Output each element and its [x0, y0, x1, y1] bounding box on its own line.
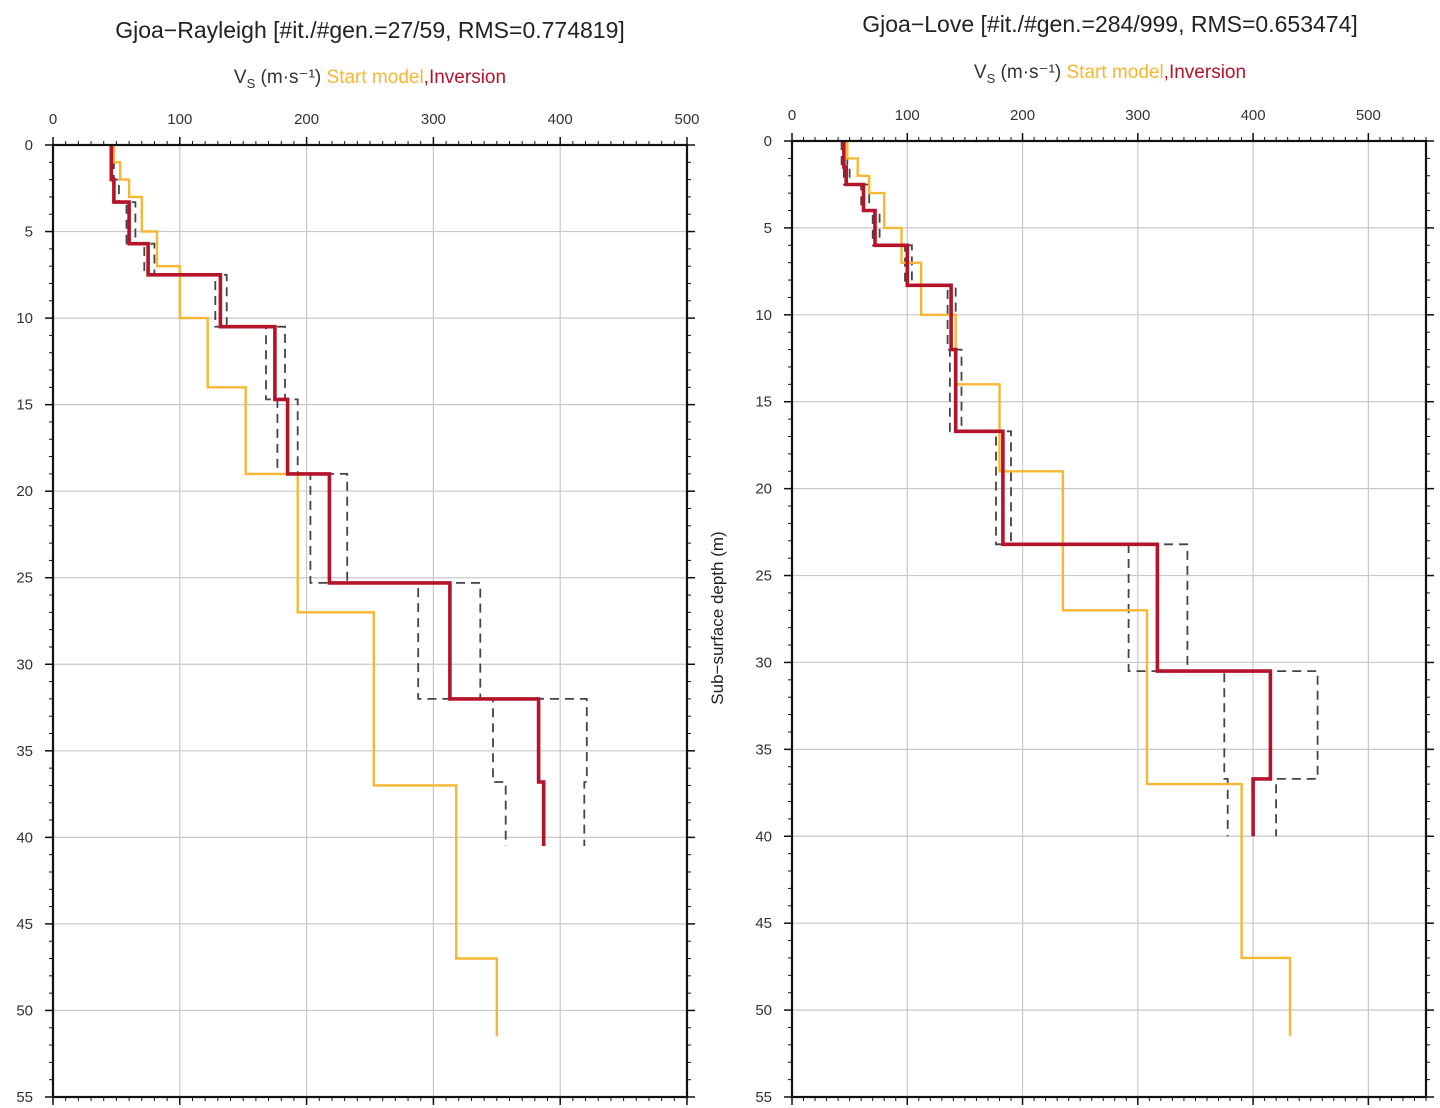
y-tick-label: 35	[755, 741, 772, 758]
x-tick-label: 400	[1241, 107, 1266, 124]
rayleigh-panel: Gjoa−Rayleigh [#it./#gen.=27/59, RMS=0.7…	[16, 17, 699, 1106]
chart-title: Gjoa−Love [#it./#gen.=284/999, RMS=0.653…	[862, 11, 1358, 37]
x-tick-label: 100	[167, 111, 192, 128]
y-tick-label: 10	[16, 310, 33, 327]
y-tick-label: 15	[16, 397, 33, 414]
y-tick-label: 40	[755, 828, 772, 845]
series-layer	[840, 141, 1319, 1037]
legend-start-model: Start model	[1067, 62, 1164, 83]
plot-frame	[51, 143, 689, 1099]
grid	[792, 141, 1426, 1097]
legend-start-model: Start model	[327, 67, 424, 88]
x-tick-label: 0	[49, 111, 57, 128]
x-tick-label: 300	[1125, 107, 1150, 124]
x-tick-label: 500	[674, 111, 699, 128]
x-tick-label: 100	[895, 107, 920, 124]
y-tick-label: 40	[16, 829, 33, 846]
y-tick-label: 0	[764, 133, 772, 150]
x-tick-label: 0	[788, 107, 796, 124]
y-tick-label: 50	[755, 1002, 772, 1019]
love-panel: Gjoa−Love [#it./#gen.=284/999, RMS=0.653…	[708, 11, 1434, 1106]
y-axis-label: Sub−surface depth (m)	[708, 531, 727, 704]
x-axis-label: VS (m·s⁻¹) Start model,Inversion	[234, 67, 506, 91]
series-inversion	[842, 141, 1273, 837]
series-start-model	[112, 145, 498, 1037]
y-tick-label: 45	[16, 916, 33, 933]
x-axis-label: VS (m·s⁻¹) Start model,Inversion	[974, 62, 1246, 86]
y-tick-label: 10	[755, 307, 772, 324]
legend-inversion: Inversion	[429, 67, 506, 88]
y-tick-label: 5	[764, 220, 772, 237]
chart-title: Gjoa−Rayleigh [#it./#gen.=27/59, RMS=0.7…	[115, 17, 625, 43]
y-tick-label: 30	[16, 656, 33, 673]
y-tick-label: 45	[755, 915, 772, 932]
series-layer	[109, 145, 588, 1037]
y-tick-label: 20	[16, 483, 33, 500]
y-tick-label: 50	[16, 1002, 33, 1019]
y-tick-label: 55	[755, 1089, 772, 1106]
legend-inversion: Inversion	[1169, 62, 1246, 83]
series-start-model	[846, 141, 1292, 1037]
ticks: 0 100 200 300 400 500 0 5 10 15 20 25 30 35 40 45 50 55	[755, 107, 1434, 1106]
x-tick-label: 300	[421, 111, 446, 128]
plot-frame	[790, 139, 1428, 1099]
y-tick-label: 15	[755, 394, 772, 411]
legend-separator: ,	[1164, 62, 1169, 83]
y-tick-label: 35	[16, 743, 33, 760]
y-tick-label: 25	[16, 570, 33, 587]
y-tick-label: 5	[25, 224, 33, 241]
ticks: 0 100 200 300 400 500 0 5 10 15 20 25 30 35 40 45 50 55	[16, 111, 699, 1106]
y-tick-label: 20	[755, 481, 772, 498]
x-tick-label: 400	[548, 111, 573, 128]
series-inversion	[109, 145, 546, 846]
y-tick-label: 25	[755, 568, 772, 585]
grid	[53, 145, 687, 1097]
x-tick-label: 200	[1010, 107, 1035, 124]
legend-separator: ,	[424, 67, 429, 88]
x-tick-label: 200	[294, 111, 319, 128]
x-tick-label: 500	[1356, 107, 1381, 124]
y-tick-label: 0	[25, 137, 33, 154]
y-tick-label: 55	[16, 1089, 33, 1106]
y-tick-label: 30	[755, 654, 772, 671]
series-bound	[110, 145, 507, 846]
series-bound	[113, 145, 588, 846]
